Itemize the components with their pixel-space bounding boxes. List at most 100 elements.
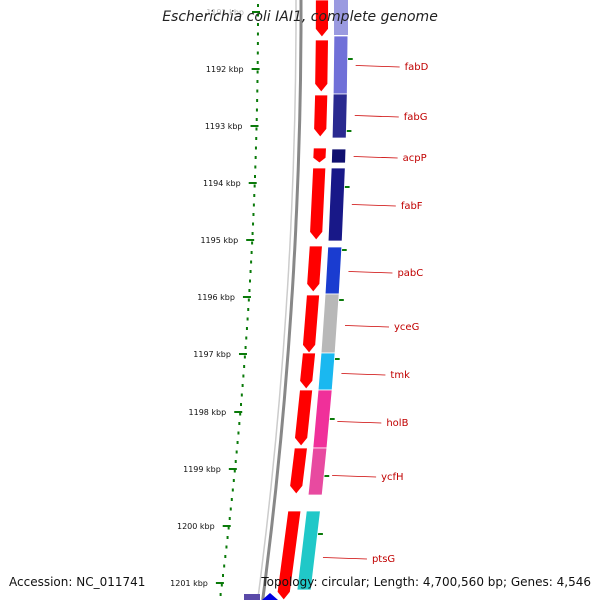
ruler-tick-label: 1196 kbp bbox=[197, 293, 235, 302]
cog-segment bbox=[333, 0, 348, 35]
track-tick bbox=[345, 58, 353, 60]
ruler-dot bbox=[254, 156, 257, 159]
gene-acpP-leader-line bbox=[353, 156, 398, 159]
ruler-dot bbox=[244, 346, 247, 349]
ruler-dot bbox=[240, 403, 243, 406]
ruler-dot bbox=[250, 260, 253, 264]
forward-gene-arrow bbox=[309, 167, 327, 241]
ruler-dot bbox=[256, 80, 259, 83]
ruler-dot bbox=[256, 4, 259, 7]
gene-holB-segment bbox=[312, 389, 333, 449]
gene-pabC-leader-line bbox=[348, 271, 393, 274]
ruler-tick-label: 1199 kbp bbox=[183, 465, 221, 474]
ruler-dot bbox=[256, 89, 259, 93]
ruler-dot bbox=[253, 194, 256, 197]
ruler-tick bbox=[222, 525, 231, 527]
ruler-dot bbox=[229, 507, 232, 511]
ruler-dot bbox=[251, 232, 254, 235]
ruler-dot bbox=[238, 422, 241, 425]
ruler-dot bbox=[225, 545, 228, 549]
gene-fabD-leader-line bbox=[355, 65, 400, 68]
cog-color-track bbox=[296, 0, 349, 591]
ruler-dot bbox=[250, 251, 253, 254]
track-tick bbox=[339, 249, 347, 251]
forward-gene-arrow bbox=[289, 447, 308, 495]
gene-fabG-leader-line bbox=[354, 115, 399, 118]
ruler-dot bbox=[256, 70, 259, 74]
partial-gene-arrow bbox=[262, 593, 278, 600]
ruler-dot bbox=[239, 412, 242, 416]
ruler-dot bbox=[224, 555, 227, 558]
ruler-dot bbox=[254, 165, 257, 169]
ruler-dot bbox=[235, 450, 238, 454]
track-tick bbox=[315, 533, 323, 535]
ruler-dot bbox=[255, 137, 258, 140]
gene-yceG-label: yceG bbox=[394, 322, 419, 333]
ruler-dot bbox=[254, 146, 257, 150]
ruler-tick bbox=[246, 239, 255, 241]
ruler-dot bbox=[236, 441, 239, 444]
ruler-dot bbox=[256, 42, 259, 45]
ruler-dot bbox=[233, 469, 236, 473]
track-tick bbox=[332, 358, 340, 360]
ruler-dot bbox=[237, 431, 240, 435]
ruler-dot bbox=[242, 374, 245, 378]
ruler-dot bbox=[245, 336, 248, 340]
gene-fabF-label: fabF bbox=[401, 201, 423, 212]
ruler-dot bbox=[253, 184, 256, 188]
ruler-tick-label: 1197 kbp bbox=[193, 350, 231, 359]
gene-fabF-segment bbox=[327, 167, 346, 242]
ruler-dot bbox=[227, 526, 230, 530]
forward-gene-arrow bbox=[276, 510, 302, 600]
forward-gene-arrow bbox=[306, 245, 323, 293]
forward-gene-arrow bbox=[294, 389, 314, 447]
gene-acpP-segment bbox=[331, 148, 347, 164]
track-tick bbox=[342, 186, 350, 188]
ruler-dot bbox=[226, 536, 229, 539]
ruler-tick-label: 1201 kbp bbox=[170, 579, 208, 588]
ruler-dot bbox=[256, 13, 259, 17]
genome-summary-text: Topology: circular; Length: 4,700,560 bp… bbox=[261, 575, 591, 589]
ruler-dot bbox=[243, 355, 246, 359]
ruler-tick bbox=[242, 296, 251, 298]
gene-ptsG-leader-line bbox=[322, 557, 367, 560]
gene-yceG-leader-line bbox=[345, 325, 390, 328]
genome-backbone-shadow bbox=[256, 0, 297, 600]
ruler-dot bbox=[223, 564, 226, 568]
gene-pabC-label: pabC bbox=[397, 268, 423, 279]
gene-holB-label: holB bbox=[386, 418, 408, 429]
forward-gene-arrow bbox=[302, 294, 320, 354]
ruler-tick-label: 1195 kbp bbox=[200, 236, 238, 245]
ruler-dot bbox=[255, 127, 258, 131]
gene-labels: fabD fabG acpP fabF pabC yceG tmk holB ycfH ptsG bbox=[322, 62, 429, 565]
ruler-dot bbox=[256, 23, 259, 26]
ruler-dot bbox=[249, 270, 252, 273]
ruler-dot bbox=[246, 317, 249, 321]
ruler-dot bbox=[241, 384, 244, 387]
ruler-tick bbox=[251, 11, 260, 13]
ruler-dot bbox=[219, 593, 222, 596]
forward-gene-arrow bbox=[313, 94, 329, 138]
gene-yceG-segment bbox=[320, 293, 340, 354]
gene-ptsG-label: ptsG bbox=[372, 554, 395, 565]
ruler-dot bbox=[245, 327, 248, 330]
gene-fabF-leader-line bbox=[351, 204, 396, 207]
gene-fabG-label: fabG bbox=[404, 112, 428, 123]
ruler-dot bbox=[247, 298, 250, 302]
gene-pabC-segment bbox=[324, 246, 343, 295]
gene-tmk-leader-line bbox=[341, 373, 386, 376]
gene-ycfH-label: ycfH bbox=[381, 472, 403, 483]
gene-fabG-segment bbox=[331, 93, 348, 139]
track-tick bbox=[327, 418, 335, 420]
gene-ptsG-segment bbox=[296, 510, 321, 591]
ruler-dot bbox=[230, 498, 233, 501]
ruler-dot bbox=[255, 118, 258, 121]
gene-fabD-segment bbox=[332, 35, 349, 95]
gene-tmk-label: tmk bbox=[390, 370, 410, 381]
ruler-dot bbox=[240, 393, 243, 397]
track-tick bbox=[336, 299, 344, 301]
ruler-dot bbox=[232, 479, 235, 482]
ruler-tick-label: 1193 kbp bbox=[205, 122, 243, 131]
forward-strand-track bbox=[276, 0, 329, 600]
forward-gene-arrow bbox=[315, 0, 329, 38]
